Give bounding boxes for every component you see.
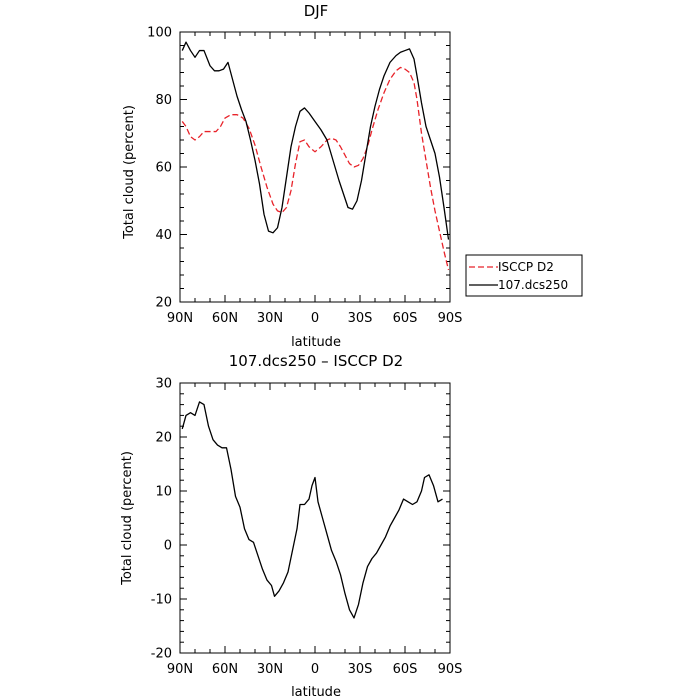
djf-ytick-label: 60 (155, 161, 172, 176)
djf-plot-frame (179, 31, 451, 303)
djf-title: DJF (304, 2, 329, 20)
difference-ytick-label: -20 (151, 647, 172, 662)
difference-ytick-label: 30 (155, 377, 172, 392)
djf-series-line-1 (181, 41, 450, 240)
djf-xtick-label: 0 (311, 311, 319, 326)
difference-xtick-label: 0 (311, 662, 319, 677)
djf-ytick-label: 80 (155, 93, 172, 108)
difference-xtick-label: 30S (348, 662, 373, 677)
difference-xtick-label: 90S (438, 662, 463, 677)
djf-series-line-0 (181, 66, 450, 271)
difference-xlabel: latitude (291, 685, 341, 700)
djf-xtick-label: 30S (348, 311, 373, 326)
djf-xtick-label: 90N (167, 311, 193, 326)
djf-ytick-label: 100 (147, 26, 172, 41)
djf-ylabel: Total cloud (percent) (122, 105, 137, 240)
legend: ISCCP D2 107.dcs250 (465, 254, 583, 297)
difference-series (181, 401, 443, 619)
difference-ytick-label: 0 (164, 539, 172, 554)
difference-xtick-label: 60S (393, 662, 418, 677)
difference-xtick-label: 60N (212, 662, 238, 677)
djf-ticks: 90N 60N 30N 0 30S 60S 90S 20 40 60 80 100 (147, 26, 462, 327)
djf-xtick-label: 90S (438, 311, 463, 326)
legend-isccp-label: ISCCP D2 (498, 260, 554, 274)
difference-plot-frame (179, 382, 451, 654)
djf-xtick-label: 60N (212, 311, 238, 326)
difference-xtick-label: 30N (257, 662, 283, 677)
difference-ylabel: Total cloud (percent) (120, 451, 135, 586)
difference-series-line-0 (181, 401, 443, 619)
difference-ytick-label: -10 (151, 593, 172, 608)
djf-ytick-label: 40 (155, 228, 172, 243)
difference-title: 107.dcs250 – ISCCP D2 (229, 352, 403, 370)
djf-panel: DJF 90N 60N 30N 0 30S 60S 90S 20 40 60 80 100 latit… (122, 2, 462, 350)
difference-panel: 107.dcs250 – ISCCP D2 90N 60N 30N 0 30S 60S 90… (120, 352, 462, 700)
djf-series (181, 41, 450, 271)
difference-ytick-label: 20 (155, 431, 172, 446)
legend-box (465, 254, 583, 297)
legend-model-label: 107.dcs250 (498, 278, 568, 292)
difference-xtick-label: 90N (167, 662, 193, 677)
difference-ytick-label: 10 (155, 485, 172, 500)
difference-ticks: 90N 60N 30N 0 30S 60S 90S -20 -10 0 10 20 30 (151, 377, 463, 678)
djf-ytick-label: 20 (155, 296, 172, 311)
djf-xtick-label: 30N (257, 311, 283, 326)
djf-xtick-label: 60S (393, 311, 418, 326)
djf-xlabel: latitude (291, 335, 341, 350)
